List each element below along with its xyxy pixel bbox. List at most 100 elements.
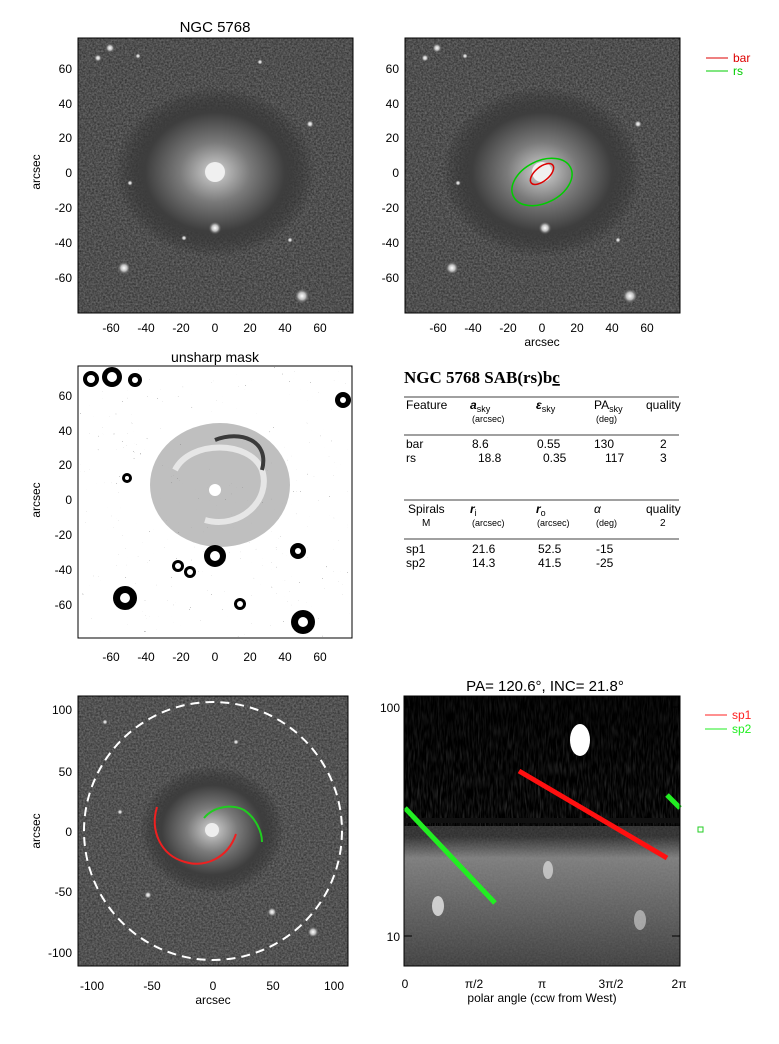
header-quality-value: 2 [660,518,666,529]
x-tick-label: 0 [402,977,409,991]
panel-title: PA= 120.6°, INC= 21.8° [466,678,624,695]
header-pa: PAsky [594,398,623,414]
y-tick-label: -20 [55,201,73,215]
y-tick-label: 50 [59,765,73,779]
y-tick-label: 60 [59,62,73,76]
x-tick-label: 100 [324,979,344,993]
y-axis-label: arcsec [29,813,43,848]
polar-profile-image [404,696,680,966]
y-tick-labels: 60 40 20 0 -20 -40 -60 [382,62,400,285]
panel-top-right: 60 40 20 0 -20 -40 -60 -60 -40 -20 0 20 … [382,37,750,349]
rs-ellipse [511,157,573,207]
header-quality: quality [646,502,681,516]
header-m: M [422,518,430,529]
x-axis-label: arcsec [195,993,230,1007]
header-ri-unit: (arcsec) [472,518,505,528]
x-tick-labels: -100 -50 0 50 100 [80,979,344,993]
spiral-name: sp1 [406,542,426,556]
feature-pa: 130 [594,437,614,451]
spiral-fit-sp2 [403,806,497,905]
y-tick-label: -40 [382,236,400,250]
y-ticks [404,706,680,937]
y-tick-label: 100 [380,701,400,715]
spiral-ro: 52.5 [538,542,562,556]
deprojected-image [78,696,348,966]
x-tick-label: -20 [172,321,190,335]
x-tick-label: 0 [210,979,217,993]
y-tick-labels: 60 40 20 0 -20 -40 -60 [55,62,73,285]
feature-a: 8.6 [472,437,489,451]
header-alpha-unit: (deg) [596,518,617,528]
x-tick-label: 20 [243,321,257,335]
y-tick-label: 60 [386,62,400,76]
header-ro-unit: (arcsec) [537,518,570,528]
y-tick-label: 20 [59,458,73,472]
y-tick-label: 0 [65,166,72,180]
spiral-row-sp1: sp1 21.6 52.5 -15 [406,542,614,556]
header-a: asky [470,398,491,414]
x-tick-label: π [538,977,546,991]
x-tick-labels: -60 -40 -20 0 20 40 60 [102,650,327,664]
x-tick-label: 2π [672,977,687,991]
panel-bottom-right: PA= 120.6°, INC= 21.8° 100 10 [380,678,752,1005]
x-tick-label: 40 [278,650,292,664]
header-feature: Feature [406,398,448,412]
spiral-row-sp2: sp2 14.3 41.5 -25 [406,556,614,570]
bar-ellipse [529,162,555,186]
x-tick-label: -50 [143,979,161,993]
x-tick-label: -20 [172,650,190,664]
panel-unsharp-mask: unsharp mask 60 40 20 0 [29,349,353,664]
header-quality: quality [646,398,681,412]
legend-label-bar: bar [733,51,750,65]
y-tick-label: -20 [55,528,73,542]
spiral-arm-sp2 [203,805,263,843]
y-tick-labels: 100 50 0 -50 -100 [48,703,72,960]
x-tick-label: 0 [212,650,219,664]
spiral-arm-sp1 [153,806,237,865]
x-tick-label: -40 [137,321,155,335]
x-tick-label: 40 [278,321,292,335]
feature-eps: 0.55 [537,437,561,451]
y-tick-labels: 100 10 [380,701,400,944]
table-title: NGC 5768 SAB(rs)bc [404,368,560,387]
legend: bar rs [706,51,750,78]
x-tick-label: π/2 [465,977,484,991]
y-tick-label: 40 [386,97,400,111]
y-tick-label: 100 [52,703,72,717]
x-tick-label: 40 [605,321,619,335]
x-tick-label: 20 [243,650,257,664]
y-tick-label: 20 [59,131,73,145]
outer-radius-circle [83,701,343,961]
x-tick-label: -100 [80,979,104,993]
y-tick-label: 0 [392,166,399,180]
y-tick-labels: 60 40 20 0 -20 -40 -60 [55,389,73,612]
header-a-unit: (arcsec) [472,414,505,424]
y-tick-label: -60 [382,271,400,285]
y-tick-label: -60 [55,271,73,285]
feature-row-bar: bar 8.6 0.55 130 2 [406,437,667,451]
legend-label-sp1: sp1 [732,708,752,722]
panel-title: NGC 5768 [180,19,251,36]
y-tick-label: 0 [65,825,72,839]
feature-name: rs [406,451,416,465]
legend-label-sp2: sp2 [732,722,752,736]
y-tick-label: -40 [55,563,73,577]
feature-pa: 117 [605,451,624,465]
spiral-name: sp2 [406,556,426,570]
header-alpha: α [594,502,602,516]
y-tick-label: 0 [65,493,72,507]
x-tick-label: 20 [570,321,584,335]
info-table: NGC 5768 SAB(rs)bc Feature asky (arcsec)… [404,368,681,570]
y-axis-label: arcsec [29,154,43,189]
x-tick-label: 50 [266,979,280,993]
y-axis-label: arcsec [29,482,43,517]
feature-name: bar [406,437,423,451]
galaxy-image [78,38,353,313]
feature-quality: 2 [660,437,667,451]
x-axis-label: arcsec [524,335,559,349]
x-tick-label: 0 [212,321,219,335]
header-eps: εsky [536,398,556,414]
x-tick-label: -60 [102,650,120,664]
spiral-alpha: -15 [596,542,614,556]
y-tick-label: -40 [55,236,73,250]
